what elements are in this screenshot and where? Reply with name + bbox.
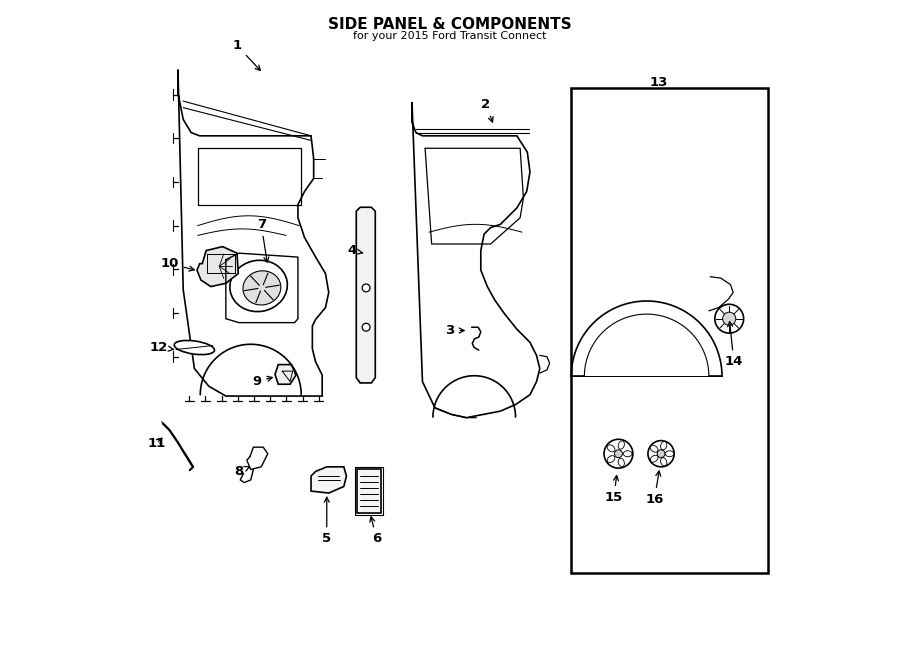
Polygon shape <box>356 208 375 383</box>
Ellipse shape <box>608 455 615 463</box>
Bar <box>572 88 768 573</box>
Ellipse shape <box>175 340 214 354</box>
Ellipse shape <box>618 458 625 467</box>
Text: 11: 11 <box>148 437 166 449</box>
Ellipse shape <box>661 457 667 466</box>
Text: 7: 7 <box>256 218 269 262</box>
Circle shape <box>604 440 633 468</box>
Text: 12: 12 <box>149 341 174 354</box>
Polygon shape <box>275 365 296 384</box>
Circle shape <box>715 304 743 333</box>
Ellipse shape <box>651 446 658 452</box>
Text: for your 2015 Ford Transit Connect: for your 2015 Ford Transit Connect <box>353 31 547 41</box>
Ellipse shape <box>243 271 281 305</box>
Text: SIDE PANEL & COMPONENTS: SIDE PANEL & COMPONENTS <box>328 17 572 32</box>
Text: 4: 4 <box>347 244 363 257</box>
Text: 13: 13 <box>649 76 668 89</box>
Circle shape <box>657 449 665 457</box>
Text: 15: 15 <box>605 475 623 504</box>
Ellipse shape <box>608 445 615 451</box>
Text: 5: 5 <box>322 497 331 545</box>
Ellipse shape <box>661 442 667 449</box>
Text: 2: 2 <box>482 98 493 122</box>
Text: 9: 9 <box>252 375 273 388</box>
Circle shape <box>615 449 623 457</box>
Polygon shape <box>178 69 328 396</box>
Circle shape <box>723 312 736 325</box>
Text: 14: 14 <box>724 321 743 368</box>
Text: 10: 10 <box>160 257 194 271</box>
Text: 16: 16 <box>645 471 663 506</box>
Circle shape <box>362 323 370 331</box>
Text: 1: 1 <box>232 39 260 71</box>
Ellipse shape <box>665 451 674 457</box>
Ellipse shape <box>618 441 625 449</box>
Text: 6: 6 <box>370 517 382 545</box>
Ellipse shape <box>624 451 632 457</box>
Polygon shape <box>412 102 540 418</box>
Ellipse shape <box>651 455 658 462</box>
Text: 8: 8 <box>234 465 249 478</box>
Polygon shape <box>357 469 382 513</box>
Polygon shape <box>197 247 238 287</box>
Circle shape <box>362 284 370 292</box>
Text: 3: 3 <box>446 324 464 337</box>
Ellipse shape <box>230 260 287 311</box>
Polygon shape <box>311 467 346 493</box>
